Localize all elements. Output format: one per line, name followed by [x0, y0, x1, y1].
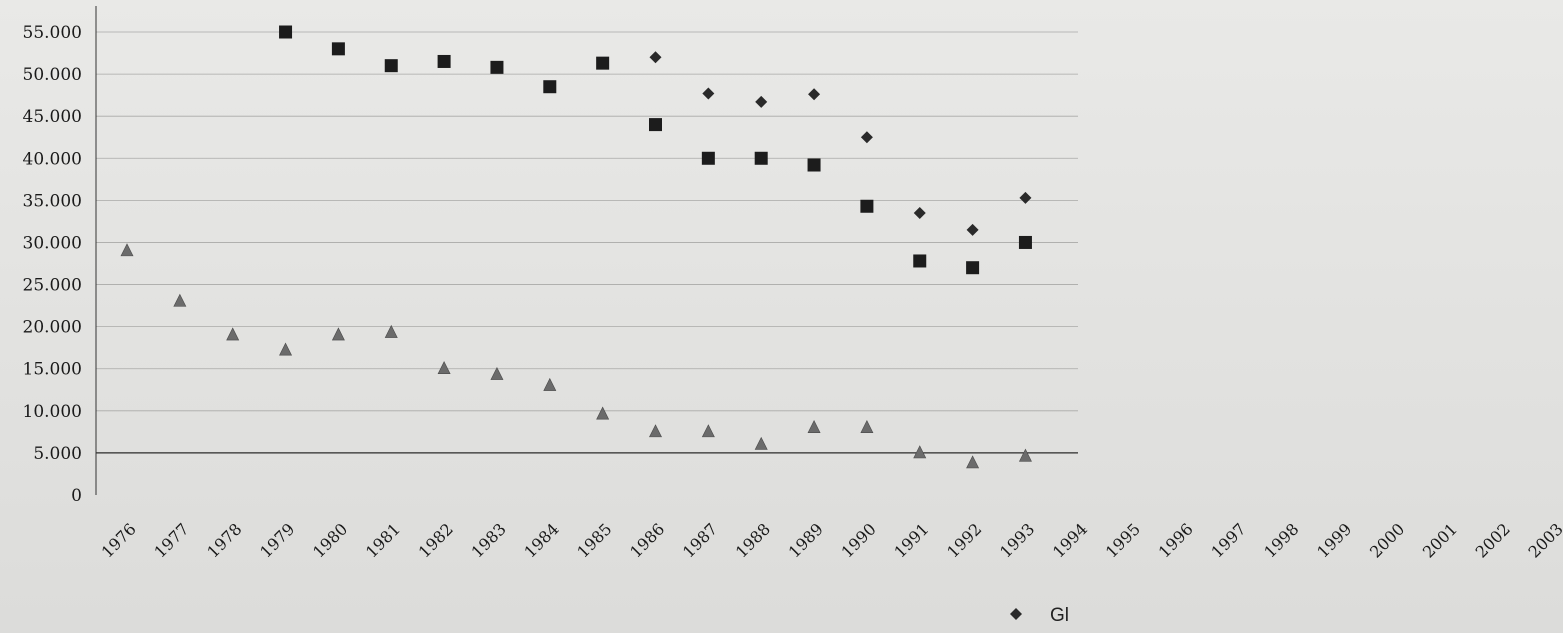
data-point-square [1018, 235, 1032, 249]
data-point-square [490, 60, 504, 74]
series-square [279, 25, 1032, 275]
data-point-triangle [649, 424, 662, 438]
data-point-triangle [384, 324, 398, 338]
x-tick-label: 2002 [1472, 519, 1514, 561]
data-point-triangle [120, 243, 134, 257]
data-point-square [649, 118, 662, 132]
data-point-diamond [860, 131, 873, 144]
data-point-square [966, 261, 980, 275]
x-tick-label: 1991 [890, 519, 932, 561]
x-tick-label: 1976 [98, 519, 140, 561]
x-tick-label: 1980 [309, 519, 351, 561]
data-point-square [279, 25, 293, 39]
data-point-square [384, 59, 398, 73]
data-point-triangle [913, 445, 927, 459]
y-tick-label: 35.000 [23, 191, 82, 211]
x-tick-label: 2003 [1525, 519, 1563, 561]
y-tick-label: 20.000 [23, 318, 82, 338]
data-point-triangle [279, 342, 293, 356]
gridlines [96, 31, 1078, 454]
data-point-diamond [808, 88, 821, 101]
x-tick-label: 2000 [1366, 519, 1408, 561]
x-tick-label: 1993 [996, 519, 1038, 561]
data-point-square [596, 56, 610, 70]
y-tick-label: 45.000 [23, 107, 82, 127]
x-tick-label: 1997 [1207, 519, 1249, 561]
x-tick-label: 1985 [573, 519, 615, 561]
x-tick-label: 1999 [1313, 519, 1355, 561]
x-tick-label: 2001 [1419, 519, 1461, 561]
x-tick-label: 1977 [150, 519, 192, 561]
y-tick-label: 40.000 [23, 149, 82, 169]
series-triangle [120, 243, 1032, 469]
data-point-triangle [543, 377, 557, 391]
data-point-square [913, 254, 927, 268]
legend: Gl [1010, 605, 1069, 626]
data-point-triangle [490, 366, 504, 380]
x-tick-label: 1982 [415, 519, 457, 561]
data-point-square [331, 42, 345, 56]
data-point-triangle [860, 419, 874, 433]
data-point-diamond [649, 51, 662, 64]
data-point-square [701, 151, 715, 165]
x-tick-label: 1983 [468, 519, 510, 561]
x-tick-label: 1996 [1155, 519, 1197, 561]
x-tick-label: 1981 [362, 519, 404, 561]
x-tick-label: 1992 [943, 519, 985, 561]
x-tick-label: 1989 [785, 519, 827, 561]
series-diamond [649, 51, 1032, 236]
y-tick-label: 30.000 [23, 233, 82, 253]
data-point-triangle [966, 455, 980, 469]
data-point-triangle [226, 327, 240, 341]
y-tick-label: 55.000 [23, 23, 82, 43]
legend-marker-diamond [1010, 608, 1022, 620]
data-point-square [860, 199, 874, 213]
data-point-triangle [1018, 448, 1032, 462]
x-tick-label: 1984 [520, 519, 562, 561]
data-point-triangle [596, 406, 610, 420]
data-point-diamond [755, 95, 768, 108]
data-point-square [543, 80, 557, 94]
x-tick-label: 1978 [203, 519, 245, 561]
x-axis-ticks: 1976 1977 1978 1979 1980 1981 1982 1983 1984 1985… [98, 519, 1563, 561]
y-tick-label: 50.000 [23, 65, 82, 85]
data-point-diamond [702, 87, 715, 100]
data-point-triangle [701, 424, 715, 438]
x-tick-label: 1990 [838, 519, 880, 561]
data-point-triangle [807, 419, 821, 433]
x-tick-label: 1988 [732, 519, 774, 561]
data-point-triangle [331, 327, 345, 341]
data-point-triangle [437, 361, 451, 375]
y-tick-label: 0 [71, 486, 82, 506]
x-tick-label: 1998 [1260, 519, 1302, 561]
data-point-diamond [966, 223, 979, 236]
data-point-square [437, 54, 451, 68]
data-point-triangle [754, 436, 768, 450]
x-tick-label: 1994 [1049, 519, 1091, 561]
y-axis-ticks: 0 5.000 10.000 15.000 20.000 25.000 30.000 35.0… [23, 23, 82, 506]
x-tick-label: 1995 [1102, 519, 1144, 561]
data-point-diamond [1019, 191, 1032, 204]
x-tick-label: 1987 [679, 519, 721, 561]
data-series [120, 25, 1032, 469]
data-point-diamond [913, 206, 926, 219]
y-tick-label: 10.000 [23, 402, 82, 422]
y-tick-label: 15.000 [23, 360, 82, 380]
legend-label: Gl [1050, 605, 1069, 626]
y-tick-label: 25.000 [23, 276, 82, 296]
x-tick-label: 1986 [626, 519, 668, 561]
data-point-square [807, 158, 821, 172]
data-point-triangle [173, 293, 187, 307]
x-tick-label: 1979 [256, 519, 298, 561]
data-point-square [754, 151, 768, 165]
y-tick-label: 5.000 [33, 444, 82, 464]
